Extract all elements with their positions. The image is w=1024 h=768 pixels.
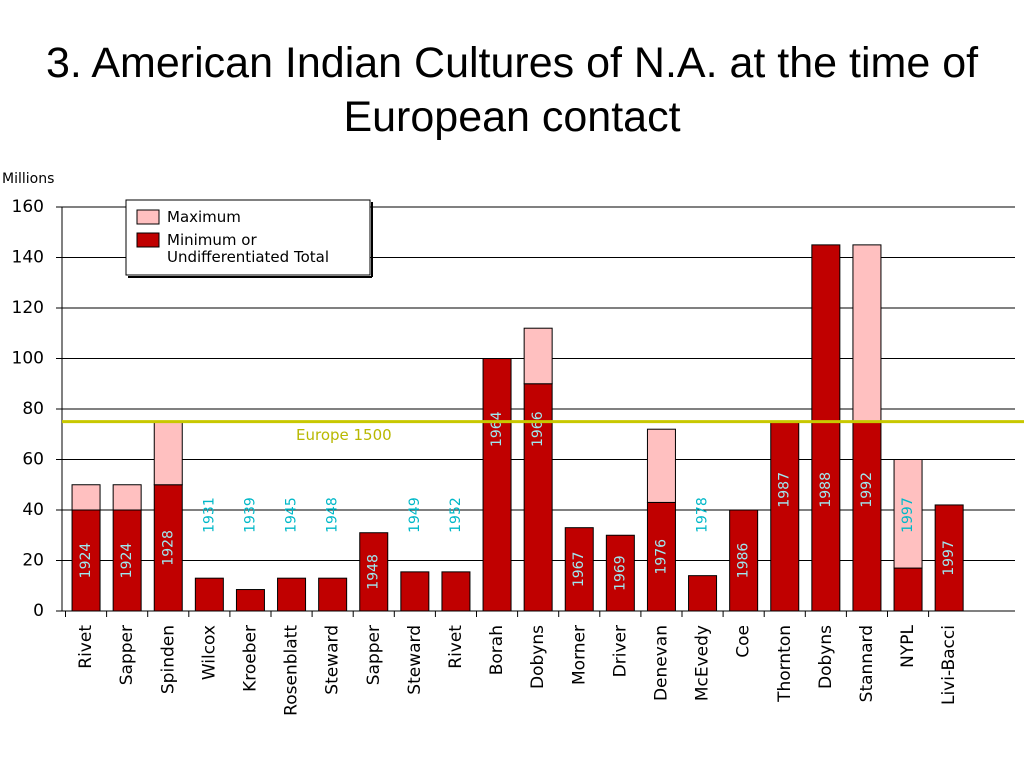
bar	[482, 358, 512, 612]
legend-label: Maximum	[167, 208, 241, 226]
bar	[564, 527, 594, 612]
bar	[852, 421, 882, 612]
x-tick-label: Livi-Bacci	[939, 625, 959, 705]
year-label: 1969	[612, 555, 628, 591]
x-tick-label: Dobyns	[528, 625, 548, 689]
y-tick-label: 120	[12, 298, 44, 318]
x-tick-label: Stannard	[857, 625, 877, 702]
legend-swatch	[136, 209, 160, 225]
x-tick-label: Borah	[487, 625, 507, 675]
reference-label: Europe 1500	[296, 426, 392, 444]
year-label: 1945	[284, 497, 300, 533]
x-tick-label: Sapper	[117, 625, 137, 685]
x-tick-label: Spinden	[158, 625, 178, 694]
bar	[235, 589, 265, 612]
year-label: 1992	[859, 472, 875, 508]
year-label: 1948	[325, 497, 341, 533]
x-tick-label: Steward	[405, 625, 425, 695]
bar	[646, 501, 676, 612]
bar	[688, 575, 718, 612]
bar	[318, 577, 348, 612]
x-tick-label: Morner	[569, 625, 589, 685]
x-tick-label: Thornton	[775, 625, 795, 703]
y-tick-label: 40	[22, 500, 44, 520]
bar	[359, 532, 389, 612]
x-tick-label: Rivet	[446, 625, 466, 669]
bar	[646, 428, 676, 503]
y-tick-label: 100	[12, 349, 44, 369]
year-label: 1978	[695, 497, 711, 533]
year-label: 1952	[448, 497, 464, 533]
bar	[441, 571, 471, 612]
year-label: 1976	[653, 539, 669, 575]
bar	[71, 484, 101, 511]
bar	[277, 577, 307, 612]
x-tick-label: Driver	[610, 625, 630, 677]
x-tick-label: Rivet	[76, 625, 96, 669]
x-tick-label: Denevan	[651, 625, 671, 701]
y-axis-label: Millions	[2, 171, 54, 187]
year-label: 1928	[160, 530, 176, 566]
year-label: 1966	[530, 411, 546, 447]
year-label: 1967	[571, 552, 587, 588]
bar	[852, 244, 882, 423]
bar	[112, 484, 142, 511]
x-tick-label: Wilcox	[199, 625, 219, 680]
year-label: 1939	[242, 497, 258, 533]
year-label: 1988	[818, 472, 834, 508]
year-label: 1987	[777, 472, 793, 508]
bar	[893, 459, 923, 569]
bar	[194, 577, 224, 612]
legend-label: Minimum or Undifferentiated Total	[167, 231, 329, 266]
bar	[400, 571, 430, 612]
y-tick-label: 160	[12, 197, 44, 217]
bar	[112, 509, 142, 612]
chart-title: 3. American Indian Cultures of N.A. at t…	[45, 39, 979, 141]
x-tick-label: Coe	[734, 625, 754, 658]
x-tick-label: McEvedy	[693, 625, 713, 701]
bar	[893, 567, 923, 612]
year-label: 1924	[119, 543, 135, 579]
year-label: 1964	[489, 411, 505, 447]
x-tick-label: NYPL	[898, 624, 918, 667]
y-tick-label: 80	[22, 399, 44, 419]
year-label: 1986	[736, 543, 752, 579]
bar	[523, 327, 553, 385]
x-tick-label: Kroeber	[240, 625, 260, 692]
year-label: 1948	[366, 554, 382, 590]
y-tick-label: 0	[33, 601, 44, 621]
year-label: 1997	[941, 540, 957, 576]
legend-box	[125, 199, 371, 276]
year-label: 1924	[78, 543, 94, 579]
x-tick-label: Rosenblatt	[282, 625, 302, 716]
bar	[153, 421, 183, 486]
y-tick-label: 20	[22, 551, 44, 571]
legend-swatch	[136, 232, 160, 248]
bar	[729, 509, 759, 612]
x-tick-label: Steward	[323, 625, 343, 695]
x-tick-label: Dobyns	[816, 625, 836, 689]
bar	[770, 421, 800, 612]
year-label: 1931	[201, 497, 217, 533]
year-label: 1949	[407, 497, 423, 533]
bar	[153, 484, 183, 612]
y-tick-label: 60	[22, 450, 44, 470]
x-tick-label: Sapper	[364, 625, 384, 685]
year-label: 1997	[900, 497, 916, 533]
bar	[811, 244, 841, 612]
y-tick-label: 140	[12, 248, 44, 268]
